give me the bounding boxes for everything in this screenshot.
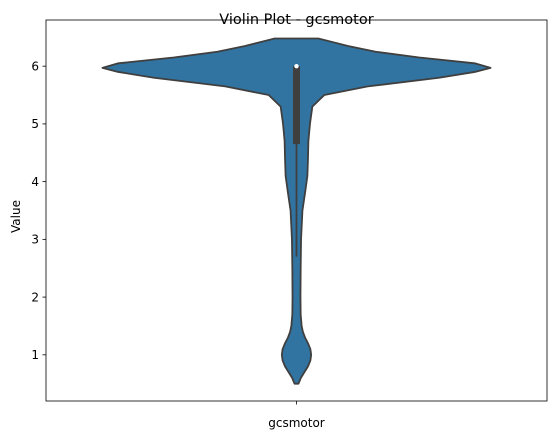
y-tick-label-6: 6 xyxy=(31,59,39,73)
box-iqr xyxy=(293,66,300,145)
y-tick-label-4: 4 xyxy=(31,175,39,189)
y-tick-label-1: 1 xyxy=(31,348,39,362)
y-axis: 1 2 3 4 5 6 xyxy=(31,59,46,362)
x-tick-label-gcsmotor: gcsmotor xyxy=(268,416,325,430)
y-tick-label-2: 2 xyxy=(31,290,39,304)
y-axis-label: Value xyxy=(9,200,23,233)
y-tick-label-3: 3 xyxy=(31,233,39,247)
box-median xyxy=(294,63,299,69)
x-axis: gcsmotor xyxy=(268,401,325,430)
box-group xyxy=(293,63,300,257)
y-tick-label-5: 5 xyxy=(31,117,39,131)
